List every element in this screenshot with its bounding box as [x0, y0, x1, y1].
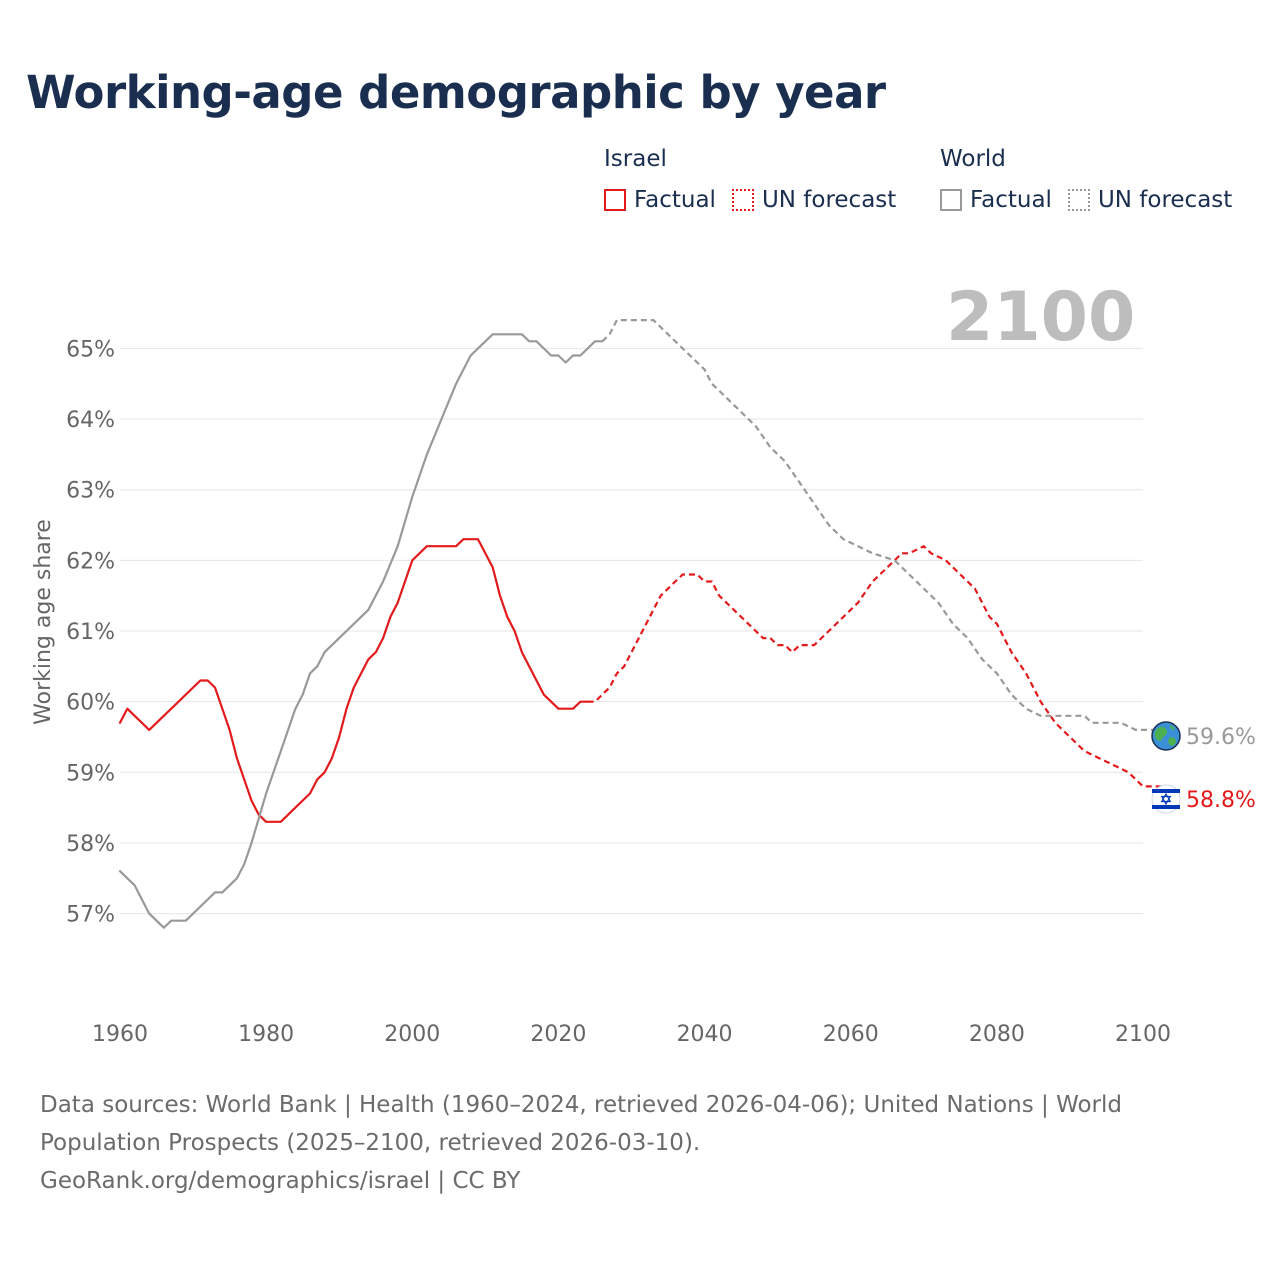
footer-line-1: Data sources: World Bank | Health (1960–…: [40, 1092, 1122, 1118]
x-tick-label: 1980: [238, 1022, 294, 1047]
y-tick-label: 64%: [66, 408, 115, 433]
series-line-israel-forecast[interactable]: [587, 545, 1165, 788]
y-tick-label: 62%: [66, 549, 115, 574]
footer-source: Data sources: World Bank | Health (1960–…: [40, 1086, 1220, 1200]
line-chart: 57% 58% 59% 60% 61% 62% 63% 64% 65% 1960 1980 2000 2…: [31, 319, 1256, 1047]
legend-group-label: Israel: [604, 146, 667, 172]
legend-swatch-israel-forecast[interactable]: [731, 189, 754, 211]
legend-label-israel-factual: Factual: [634, 187, 716, 213]
legend-swatch-israel-factual[interactable]: [604, 189, 626, 211]
series-line-world-factual[interactable]: [118, 333, 604, 929]
footer-line-2: Population Prospects (2025–2100, retriev…: [40, 1130, 701, 1156]
y-tick-label: 57%: [66, 903, 115, 928]
y-tick-label: 59%: [66, 761, 115, 786]
grid-lines: [120, 347, 1143, 915]
x-tick-label: 2000: [384, 1022, 440, 1047]
y-tick-label: 65%: [66, 337, 115, 362]
legend-group-world: World Factual UN forecast: [940, 145, 1248, 213]
x-tick-label: 2060: [823, 1022, 879, 1047]
series-lines: [118, 319, 1165, 929]
footer-line-3: GeoRank.org/demographics/israel | CC BY: [40, 1168, 521, 1194]
x-tick-label: 2040: [677, 1022, 733, 1047]
legend-group-label: World: [940, 146, 1006, 172]
series-line-world-forecast[interactable]: [601, 319, 1165, 731]
legend-swatch-world-forecast[interactable]: [1067, 189, 1090, 211]
x-tick-label: 2020: [530, 1022, 586, 1047]
y-tick-label: 58%: [66, 832, 115, 857]
x-tick-label: 2100: [1115, 1022, 1171, 1047]
y-tick-label: 63%: [66, 479, 115, 504]
israel-flag-icon: [1151, 784, 1181, 814]
y-tick-label: 61%: [66, 620, 115, 645]
world-end-value: 59.6%: [1186, 725, 1256, 750]
x-tick-label: 2080: [969, 1022, 1025, 1047]
y-axis-label: Working age share: [31, 519, 56, 725]
x-tick-label: 1960: [92, 1022, 148, 1047]
legend-swatch-world-factual[interactable]: [940, 189, 962, 211]
legend-label-world-factual: Factual: [970, 187, 1052, 213]
legend-label-world-forecast: UN forecast: [1097, 187, 1233, 213]
legend-label-israel-forecast: UN forecast: [761, 187, 897, 213]
israel-end-value: 58.8%: [1186, 788, 1256, 813]
legend-group-israel: Israel Factual UN forecast: [604, 145, 912, 213]
globe-icon: [1151, 721, 1181, 751]
series-line-israel-factual[interactable]: [118, 538, 589, 823]
y-tick-label: 60%: [66, 691, 115, 716]
end-markers: 59.6% 58.8%: [1151, 721, 1256, 814]
current-year-watermark: 2100: [946, 278, 1136, 357]
chart-title: Working-age demographic by year: [26, 66, 886, 119]
axes: 57% 58% 59% 60% 61% 62% 63% 64% 65% 1960 1980 2000 2…: [66, 337, 1171, 1047]
